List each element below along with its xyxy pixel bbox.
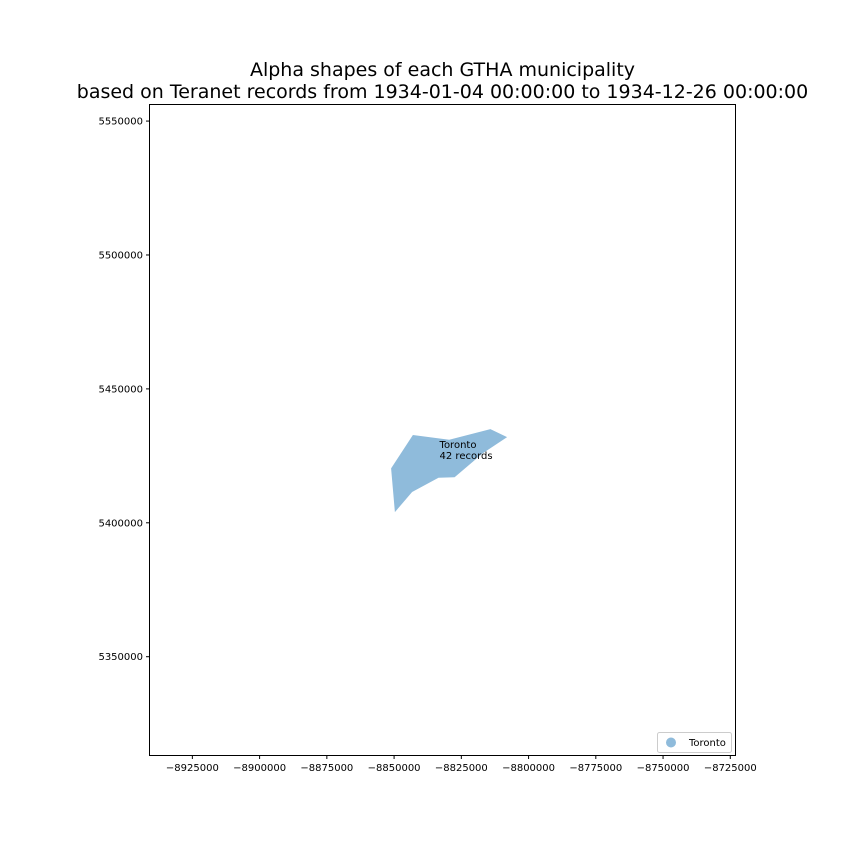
legend-label-toronto: Toronto [688, 738, 726, 749]
x-tick-label: −8875000 [300, 763, 353, 774]
x-tick-label: −8900000 [233, 763, 286, 774]
y-tick-label: 5500000 [98, 250, 143, 261]
y-tick-label: 5450000 [98, 384, 143, 395]
x-tick-label: −8750000 [637, 763, 690, 774]
chart-title-line-1: Alpha shapes of each GTHA municipality [250, 59, 635, 81]
chart-title-line-2: based on Teranet records from 1934-01-04… [77, 81, 808, 103]
y-axis: 5350000 5400000 5450000 5500000 5550000 [98, 117, 150, 663]
x-tick-label: −8775000 [569, 763, 622, 774]
region-label-name: Toronto [439, 440, 477, 451]
y-tick-label: 5350000 [98, 652, 143, 663]
x-axis: −8925000 −8900000 −8875000 −8850000 −8825000… [166, 755, 757, 774]
regions-layer [391, 429, 508, 513]
y-tick-label: 5400000 [98, 518, 143, 529]
x-tick-label: −8925000 [166, 763, 219, 774]
plot-frame [149, 104, 736, 756]
y-tick-label: 5550000 [98, 117, 143, 128]
legend-box [657, 732, 732, 753]
x-tick-label: −8800000 [502, 763, 555, 774]
region-label-records: 42 records [440, 451, 493, 462]
region-toronto [391, 429, 508, 513]
x-tick-label: −8725000 [704, 763, 757, 774]
x-tick-label: −8850000 [368, 763, 421, 774]
legend-marker-toronto [666, 737, 676, 748]
x-tick-label: −8825000 [435, 763, 488, 774]
legend: Toronto [657, 732, 732, 753]
